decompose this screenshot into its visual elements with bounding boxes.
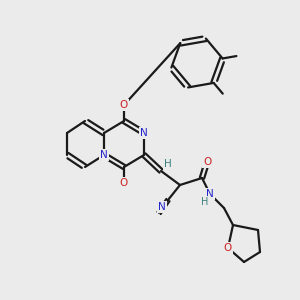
Text: O: O <box>120 178 128 188</box>
Text: O: O <box>203 157 211 167</box>
Text: O: O <box>120 100 128 110</box>
Text: H: H <box>164 159 172 169</box>
Text: N: N <box>100 150 108 160</box>
Text: H: H <box>201 197 209 207</box>
Text: O: O <box>224 243 232 253</box>
Text: N: N <box>140 128 148 138</box>
Text: N: N <box>158 202 166 212</box>
Text: N: N <box>206 189 214 199</box>
